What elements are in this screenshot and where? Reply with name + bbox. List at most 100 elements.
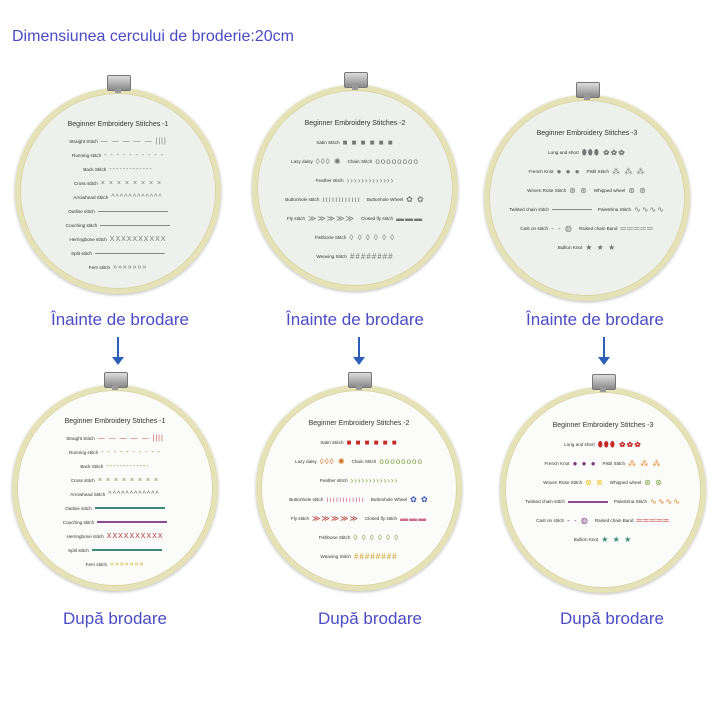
stitch-label: Long and short [548,150,579,155]
stitch-row: Satin Stitch ■ ■ ■ ■ ■ ■ [271,133,439,152]
stitch-row: Running stitch - - - - - - - - - - [34,148,202,162]
arrow-stitch-icon: ^^^^^^^^^^^^ [108,490,160,498]
stitch-label: Outline stitch [65,505,92,511]
stitch-label: Satin Stitch [316,140,340,145]
stitch-item: Running stitch - - - - - - - - - - [72,152,164,159]
stitch-label: Lazy daisy [291,159,313,164]
stitch-label: Couching stitch [65,222,98,228]
stitch-row: Arrowhead Stitch ^^^^^^^^^^^^ [31,487,199,501]
before-caption: Înainte de brodare [51,310,189,329]
stitch-label: Closed fly stitch [360,216,394,221]
herring-stitch-icon: XXXXXXXXXX [106,532,164,540]
stitch-label: Cast on stitch [520,226,549,231]
stitch-row: Fishbone Stitch ◊ ◊ ◊ ◊ ◊ ◊ [275,528,443,547]
stitch-item: Feather stitch ››››››››››››› [315,175,395,185]
stitch-row: Buttonhole stitch ıııııııııııı Buttonhole … [271,190,439,209]
buttonhole-stitch-icon: ıııııııııııı [322,194,361,204]
stitch-label: Bullion Knot [573,537,599,542]
after-hoop-3: Beginner Embroidery Stitches -3 Long and … [500,374,706,593]
stitch-row: Fishbone Stitch ◊ ◊ ◊ ◊ ◊ ◊ [271,228,439,247]
line-stitch-icon [567,500,608,503]
stitch-label: Feather stitch [315,178,344,183]
stitch-label: Raised chain Band [578,226,618,231]
french-stitch-icon: ● ● ● [556,166,581,176]
stitch-item: Fern stitch»»»»»»» [86,561,145,568]
stitch-row: French Knot ● ● ● Pistil Stitch ⁂ ⁂ ⁂ [503,162,671,181]
daisy-stitch-icon: ◊◊◊ ✺ [315,156,342,166]
stitch-row: Arrowhead Stitch ^^^^^^^^^^^^ [34,190,202,204]
hoop-title: Beginner Embroidery Stitches -3 [552,422,654,429]
cast-stitch-icon: - - ◍ [567,515,589,525]
stitch-item: Herringbone stitch XXXXXXXXXX [67,533,164,540]
stitch-label: Buttonhole stitch [285,197,320,202]
stitch-label: Chain Stitch [351,459,377,464]
stitch-item: Buttonhole stitch ıııııııııııı [285,194,361,204]
stitch-item: Twisted chain stitch [509,207,592,212]
stitch-row: Woven Rose Stitch ⊛ ⊛ Whipped wheel ⊛ ⊛ [503,181,671,200]
line-stitch-icon [97,210,168,212]
stitch-label: Buttonhole Wheel [366,197,404,202]
hoop-screw-icon [592,374,616,392]
stitch-item: Whipped wheel ⊛ ⊛ [610,478,663,487]
bwheel-stitch-icon: ✿ ✿ [410,494,429,504]
after-hoop-1: Beginner Embroidery Stitches -1 Straight … [12,372,218,591]
stitch-item: Chain Stitch oooooooo [351,457,423,466]
weave-stitch-icon: ######## [349,251,394,261]
hoop-title: Beginner Embroidery Stitches -1 [67,121,169,128]
stitch-label: Feather stitch [319,478,348,483]
stitch-item: Fishbone Stitch ◊ ◊ ◊ ◊ ◊ ◊ [319,533,400,542]
stitch-row: Back Stitch ------------- [31,459,199,473]
hoop-screw-icon [107,75,131,93]
stitch-row: Fern stitch»»»»»»» [34,260,202,274]
arrow-stitch-icon: ^^^^^^^^^^^^ [111,193,163,201]
stitch-item: Whipped wheel ⊛ ⊛ [594,185,647,195]
stitch-item: Back Stitch ------------- [83,166,152,173]
whipped-stitch-icon: ⊛ ⊛ [628,185,647,195]
stitch-label: Woven Rose Stitch [527,188,567,193]
down-arrow-icon [112,337,124,365]
before-hoop-3: Beginner Embroidery Stitches -3 Long and … [484,82,690,301]
stitch-label: Weaving Stitch [320,554,351,559]
stitch-item: French Knot ● ● ● [545,459,597,468]
stitch-row: Cast on stitch - - ◍ Raised chain Band ════… [503,219,671,238]
stitch-label: Satin Stitch [320,440,344,445]
stitch-item: Fern stitch»»»»»»» [89,264,148,271]
stitch-label: Straight Stitch [69,138,98,144]
stitch-item: Buttonhole Wheel ✿ ✿ [371,494,429,504]
stitch-row: Couching stitch [34,218,202,232]
stitch-item: Running stitch - - - - - - - - - - [69,449,161,456]
stitch-item: Cast on stitch - - ◍ [520,224,573,233]
stitch-row: Split stitch [31,543,199,557]
fly-stitch-icon: ≫≫≫≫≫ [312,513,359,523]
stitch-label: Weaving Stitch [316,254,347,259]
stitch-row: Feather stitch ››››››››››››› [271,171,439,190]
stitch-label: Fly stitch [290,516,310,521]
line-stitch-icon [551,209,592,210]
stitch-item: Bullion Knot ★ ★ ★ [558,243,617,252]
stitch-item: Long and short ⬮⬮⬮ ✿✿✿ [564,440,642,449]
stitch-row: Outline stitch [31,501,199,515]
line-stitch-icon [97,521,168,523]
line-stitch-icon [94,507,165,509]
stitch-item: Back Stitch ------------- [80,463,149,470]
raised-stitch-icon: ═════ [636,515,670,525]
stitch-item: Long and short ⬮⬮⬮ ✿✿✿ [548,148,626,157]
closedfly-stitch-icon: ▬▬▬ [396,213,424,223]
hoop-title: Beginner Embroidery Stitches -2 [308,420,410,427]
stitch-row: Satin Stitch ■ ■ ■ ■ ■ ■ [275,433,443,452]
stitch-item: Woven Rose Stitch ⊛ ⊛ [543,478,604,487]
after-hoop-2: Beginner Embroidery Stitches -2 Satin Sti… [256,372,462,591]
stitch-label: Fern stitch [88,264,111,270]
line-stitch-icon [100,224,171,226]
line-stitch-icon [94,252,165,254]
stitch-row: Woven Rose Stitch ⊛ ⊛ Whipped wheel ⊛ ⊛ [519,473,687,492]
hoop-screw-icon [576,82,600,100]
back-stitch-icon: ------------- [109,165,153,173]
hoop-title: Beginner Embroidery Stitches -1 [64,418,166,425]
page-title: Dimensiunea cercului de broderie:20cm [12,28,294,45]
stitch-row: Lazy daisy ◊◊◊ ✺ Chain Stitch oooooooo [275,452,443,471]
stitch-item: Outline stitch [65,506,165,511]
stitch-row: Fly stitch ≫≫≫≫≫ Closed fly stitch ▬▬▬ [271,209,439,228]
cross-stitch-icon: × × × × × × × × [97,476,160,484]
feather-stitch-icon: ››››››››››››› [346,175,395,185]
